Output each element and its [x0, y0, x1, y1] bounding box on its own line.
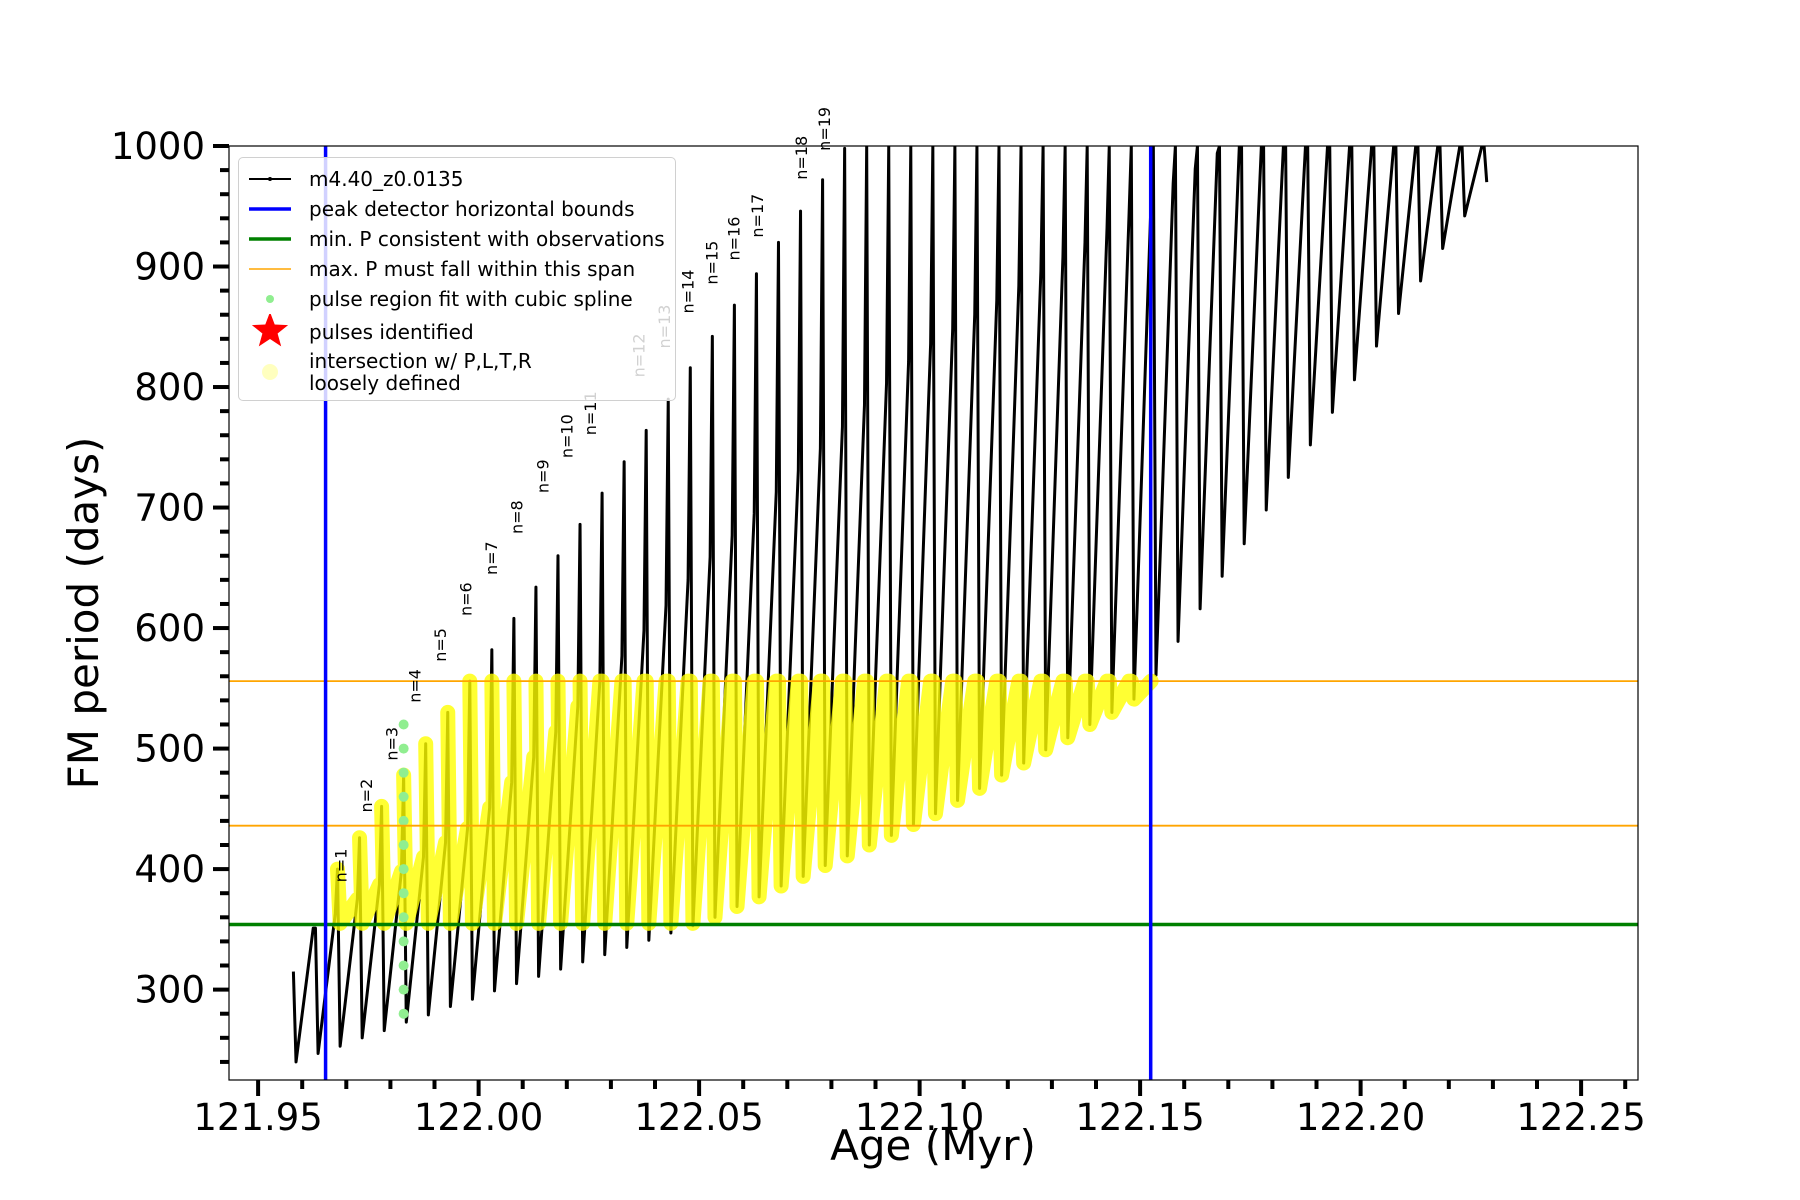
- y-tick-label: 300: [134, 969, 205, 1012]
- legend-entry: peak detector horizontal bounds: [245, 194, 665, 224]
- legend-handle: [249, 237, 291, 241]
- y-tick-label: 1000: [111, 125, 205, 168]
- x-tick-label: 121.95: [193, 1096, 322, 1139]
- x-tick-label: 122.20: [1296, 1096, 1425, 1139]
- legend-label: pulses identified: [309, 320, 474, 344]
- legend-label: pulse region fit with cubic spline: [309, 287, 633, 311]
- y-tick-label: 800: [134, 366, 205, 409]
- y-tick-label: 400: [134, 848, 205, 891]
- y-tick-label: 900: [134, 246, 205, 289]
- legend-label: min. P consistent with observations: [309, 227, 665, 251]
- pulse-label: n=6: [457, 582, 476, 616]
- legend-handle: [262, 364, 278, 380]
- pulse-label: n=3: [382, 727, 401, 761]
- legend-label: m4.40_z0.0135: [309, 167, 464, 191]
- legend-label: intersection w/ P,L,T,R loosely defined: [309, 349, 532, 395]
- spline-point: [398, 839, 409, 850]
- x-axis-label: Age (Myr): [830, 1121, 1036, 1170]
- spline-point: [398, 743, 409, 754]
- pulse-label: n=2: [357, 779, 376, 813]
- pulse-label: n=8: [508, 500, 527, 534]
- spline-point: [398, 936, 409, 947]
- spline-point: [398, 888, 409, 899]
- spline-point: [398, 960, 409, 971]
- legend-label: peak detector horizontal bounds: [309, 197, 635, 221]
- spline-point: [398, 864, 409, 875]
- legend-marker: [251, 314, 289, 347]
- pulse-label: n=9: [533, 459, 552, 493]
- x-tick-label: 122.05: [634, 1096, 763, 1139]
- pulse-label: n=16: [725, 217, 744, 261]
- legend-handle: [249, 268, 291, 270]
- legend-entry: max. P must fall within this span: [245, 254, 665, 284]
- legend-handle: [251, 314, 289, 347]
- pulse-label: n=5: [431, 628, 450, 662]
- y-tick-label: 600: [134, 607, 205, 650]
- pulse-label: n=1: [331, 849, 350, 883]
- spline-point: [398, 815, 409, 826]
- spline-point: [398, 912, 409, 923]
- legend-marker: [262, 364, 278, 380]
- spline-point: [398, 767, 409, 778]
- legend-entry: pulse region fit with cubic spline: [245, 284, 665, 314]
- y-tick-label: 500: [134, 728, 205, 771]
- pulse-label: n=15: [703, 241, 722, 285]
- pulse-label: n=19: [815, 107, 834, 151]
- legend-entry: m4.40_z0.0135: [245, 164, 665, 194]
- x-tick-label: 122.00: [414, 1096, 543, 1139]
- legend-entry: pulses identified: [245, 314, 665, 350]
- x-tick-label: 122.15: [1075, 1096, 1204, 1139]
- spline-point: [398, 1008, 409, 1019]
- legend-label: max. P must fall within this span: [309, 257, 636, 281]
- plot-frame: [228, 145, 1639, 1081]
- legend-handle: [249, 177, 291, 181]
- x-tick-label: 122.25: [1516, 1096, 1645, 1139]
- spline-point: [398, 791, 409, 802]
- spline-point: [398, 984, 409, 995]
- legend-handle: [266, 295, 274, 303]
- pulse-label: n=7: [482, 541, 501, 575]
- legend-entry: min. P consistent with observations: [245, 224, 665, 254]
- pulse-label: n=11: [581, 391, 600, 435]
- intersection-band: [329, 673, 1159, 931]
- x-tick-label: 122.10: [855, 1096, 984, 1139]
- y-axis-label: FM period (days): [59, 437, 108, 790]
- legend-handle: [249, 207, 291, 211]
- pulse-label: n=4: [405, 669, 424, 703]
- spline-point: [398, 719, 409, 730]
- y-tick-label: 700: [134, 487, 205, 530]
- pulse-label: n=17: [748, 194, 767, 238]
- legend-dot: [268, 177, 272, 181]
- pulse-label: n=18: [792, 136, 811, 180]
- pulse-label: n=14: [678, 270, 697, 314]
- legend-marker: [266, 295, 274, 303]
- pulse-label: n=10: [558, 414, 577, 458]
- legend-entry: intersection w/ P,L,T,R loosely defined: [245, 350, 665, 394]
